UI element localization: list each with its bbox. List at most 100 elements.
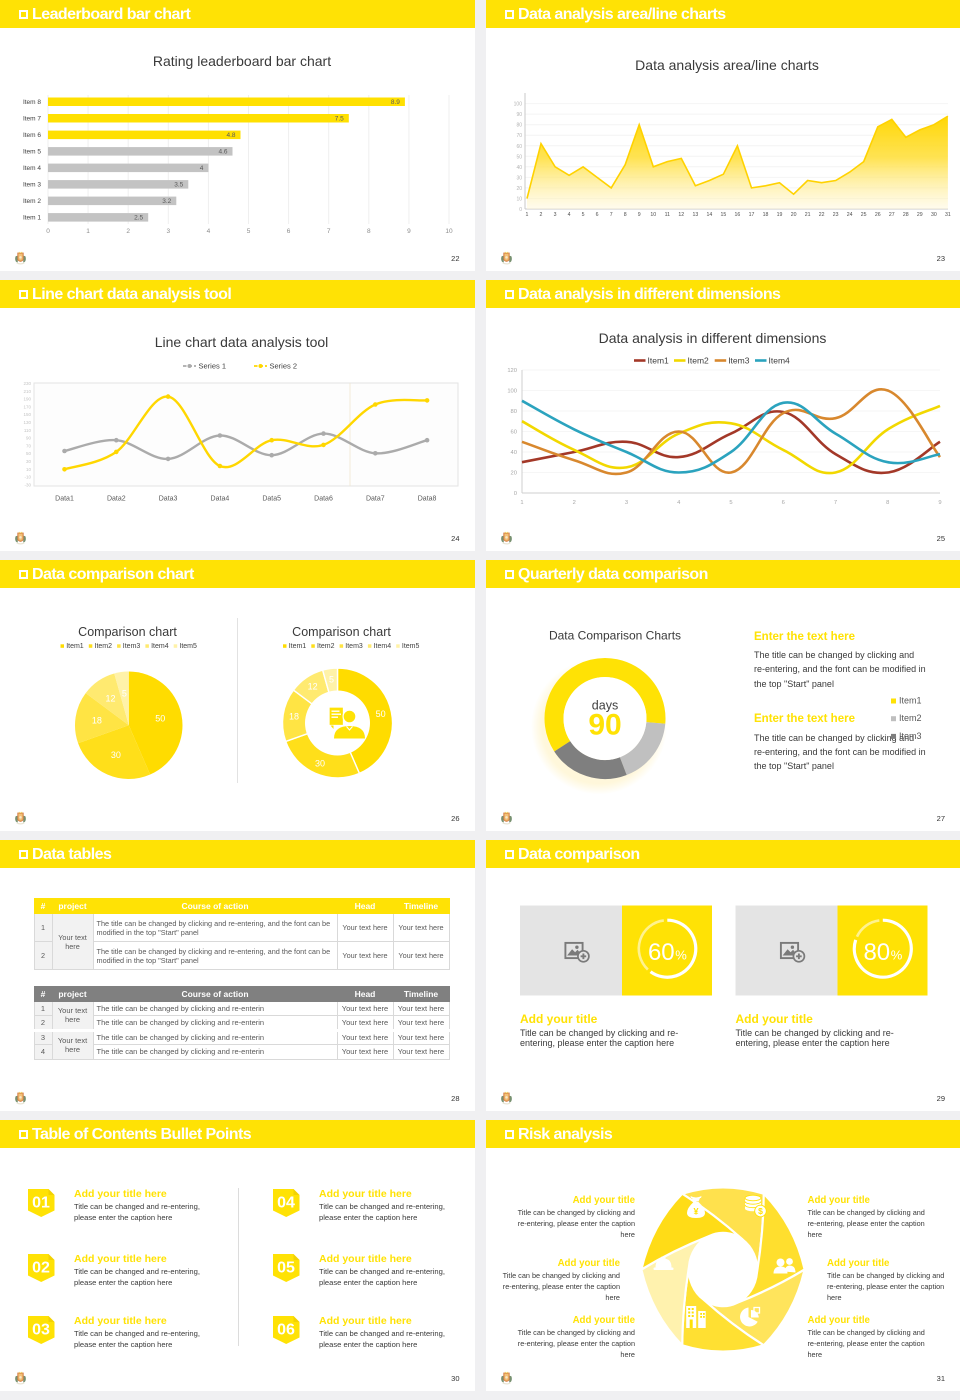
svg-text:-30: -30 [24, 482, 31, 487]
svg-text:5: 5 [247, 228, 251, 235]
svg-text:7: 7 [327, 228, 331, 235]
svg-text:6: 6 [782, 500, 785, 506]
svg-text:Data1: Data1 [55, 495, 74, 502]
svg-text:7: 7 [834, 500, 837, 506]
svg-text:9: 9 [638, 212, 641, 218]
svg-text:Item5: Item5 [179, 642, 197, 649]
svg-text:15: 15 [721, 212, 727, 218]
svg-text:0: 0 [46, 228, 50, 235]
svg-text:110: 110 [24, 427, 32, 432]
svg-text:26: 26 [875, 212, 881, 218]
svg-text:18: 18 [289, 711, 299, 721]
svg-text:Data Comparison Charts: Data Comparison Charts [549, 628, 681, 642]
svg-text:4: 4 [677, 500, 681, 506]
svg-text:27: 27 [889, 212, 895, 218]
svg-text:19: 19 [777, 212, 783, 218]
svg-text:Data3: Data3 [159, 495, 178, 502]
svg-text:18: 18 [763, 212, 769, 218]
svg-text:7.5: 7.5 [335, 115, 344, 122]
svg-text:60: 60 [511, 429, 517, 435]
svg-text:5: 5 [122, 688, 127, 698]
svg-text:90: 90 [516, 112, 522, 118]
svg-text:2: 2 [573, 500, 576, 506]
svg-text:06: 06 [277, 1321, 295, 1338]
svg-text:13: 13 [693, 212, 699, 218]
svg-text:Item 2: Item 2 [23, 198, 41, 205]
svg-text:25: 25 [861, 212, 867, 218]
svg-text:Comparison chart: Comparison chart [292, 625, 391, 639]
svg-text:29: 29 [917, 212, 923, 218]
svg-text:Item 5: Item 5 [23, 148, 41, 155]
svg-text:80: 80 [516, 122, 522, 128]
svg-text:40: 40 [516, 164, 522, 170]
svg-text:4: 4 [200, 165, 204, 172]
svg-text:12: 12 [308, 681, 318, 691]
svg-text:Data4: Data4 [211, 495, 230, 502]
svg-text:05: 05 [277, 1259, 295, 1276]
svg-text:50: 50 [26, 451, 32, 456]
svg-text:Item4: Item4 [769, 355, 791, 365]
svg-text:01: 01 [32, 1194, 50, 1211]
svg-text:Item3: Item3 [345, 642, 363, 649]
svg-text:150: 150 [23, 412, 31, 417]
svg-text:17: 17 [749, 212, 755, 218]
svg-text:Series 2: Series 2 [270, 361, 298, 370]
svg-text:60: 60 [516, 143, 522, 149]
svg-text:Item 8: Item 8 [23, 99, 41, 106]
svg-text:Item1: Item1 [66, 642, 84, 649]
svg-text:23: 23 [833, 212, 839, 218]
svg-text:2: 2 [126, 228, 130, 235]
svg-text:¥: ¥ [693, 1206, 698, 1216]
svg-text:Item3: Item3 [123, 642, 141, 649]
svg-text:4: 4 [568, 212, 571, 218]
svg-text:Item4: Item4 [151, 642, 169, 649]
svg-text:120: 120 [507, 368, 517, 374]
svg-text:5: 5 [582, 212, 585, 218]
svg-text:60: 60 [648, 939, 675, 966]
svg-text:20: 20 [516, 185, 522, 191]
svg-text:10: 10 [445, 228, 453, 235]
svg-text:02: 02 [32, 1259, 50, 1276]
svg-text:100: 100 [514, 101, 523, 107]
svg-text:40: 40 [511, 450, 517, 456]
svg-text:130: 130 [23, 420, 31, 425]
svg-text:70: 70 [516, 133, 522, 139]
svg-text:30: 30 [111, 749, 121, 759]
svg-text:Item 7: Item 7 [23, 115, 41, 122]
svg-text:11: 11 [665, 212, 670, 218]
svg-text:3: 3 [554, 212, 557, 218]
svg-text:8.9: 8.9 [391, 99, 400, 106]
svg-text:4.6: 4.6 [218, 148, 227, 155]
svg-text:Item4: Item4 [374, 642, 392, 649]
svg-text:20: 20 [791, 212, 797, 218]
svg-text:5: 5 [329, 674, 334, 684]
svg-text:28: 28 [903, 212, 909, 218]
svg-text:4: 4 [207, 228, 211, 235]
svg-text:Item1: Item1 [899, 695, 922, 705]
svg-text:Item2: Item2 [899, 713, 922, 723]
svg-text:30: 30 [931, 212, 937, 218]
svg-text:04: 04 [277, 1194, 295, 1211]
svg-text:10: 10 [516, 196, 522, 202]
svg-text:-10: -10 [24, 474, 31, 479]
svg-text:18: 18 [92, 715, 102, 725]
svg-text:12: 12 [105, 693, 115, 703]
svg-text:10: 10 [650, 212, 656, 218]
svg-text:$: $ [758, 1206, 763, 1216]
svg-text:100: 100 [507, 388, 517, 394]
svg-text:3.5: 3.5 [174, 181, 183, 188]
svg-text:Series 1: Series 1 [199, 361, 227, 370]
svg-text:Item2: Item2 [317, 642, 335, 649]
svg-text:Data8: Data8 [418, 495, 437, 502]
svg-text:Item1: Item1 [648, 355, 670, 365]
svg-text:8: 8 [624, 212, 627, 218]
svg-text:9: 9 [407, 228, 411, 235]
svg-text:12: 12 [678, 212, 684, 218]
svg-text:9: 9 [938, 500, 941, 506]
svg-text:0: 0 [514, 491, 517, 497]
svg-text:10: 10 [26, 466, 32, 471]
svg-text:22: 22 [819, 212, 825, 218]
svg-text:190: 190 [23, 396, 31, 401]
svg-text:0: 0 [519, 207, 522, 213]
svg-text:170: 170 [23, 404, 31, 409]
